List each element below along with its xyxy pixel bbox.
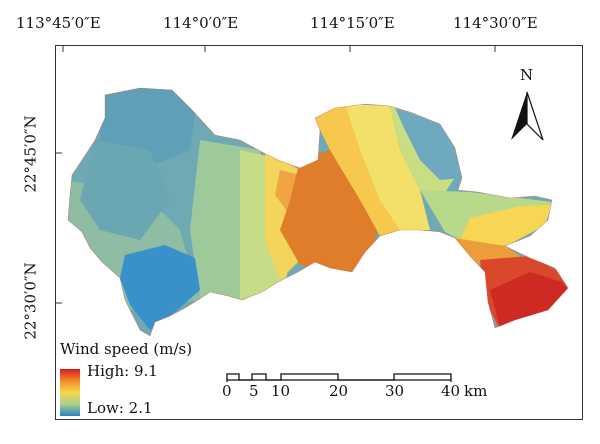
region-outline xyxy=(67,87,569,337)
scale-bar xyxy=(226,373,452,382)
scale-tick-30: 30 xyxy=(385,382,405,400)
scale-tick-5: 5 xyxy=(249,382,259,400)
north-arrow-icon xyxy=(511,91,544,141)
scale-tick-10: 10 xyxy=(271,382,291,400)
longitude-label-4: 114°30′0″E xyxy=(453,14,538,32)
scale-unit: km xyxy=(464,382,488,400)
longitude-label-3: 114°15′0″E xyxy=(310,14,395,32)
scale-tick-40: 40 xyxy=(441,382,461,400)
scale-tick-20: 20 xyxy=(329,382,349,400)
longitude-label-2: 114°0′0″E xyxy=(163,14,239,32)
map-frame xyxy=(55,45,583,420)
wind-speed-surface xyxy=(68,88,568,336)
graticule-ticks xyxy=(55,45,496,304)
legend-title: Wind speed (m/s) xyxy=(60,340,193,358)
north-label: N xyxy=(520,66,534,84)
longitude-label-1: 113°45′0″E xyxy=(16,14,101,32)
legend-color-ramp xyxy=(60,369,80,416)
scale-tick-0: 0 xyxy=(222,382,232,400)
legend-low-label: Low: 2.1 xyxy=(87,399,153,417)
legend-high-label: High: 9.1 xyxy=(87,362,158,380)
